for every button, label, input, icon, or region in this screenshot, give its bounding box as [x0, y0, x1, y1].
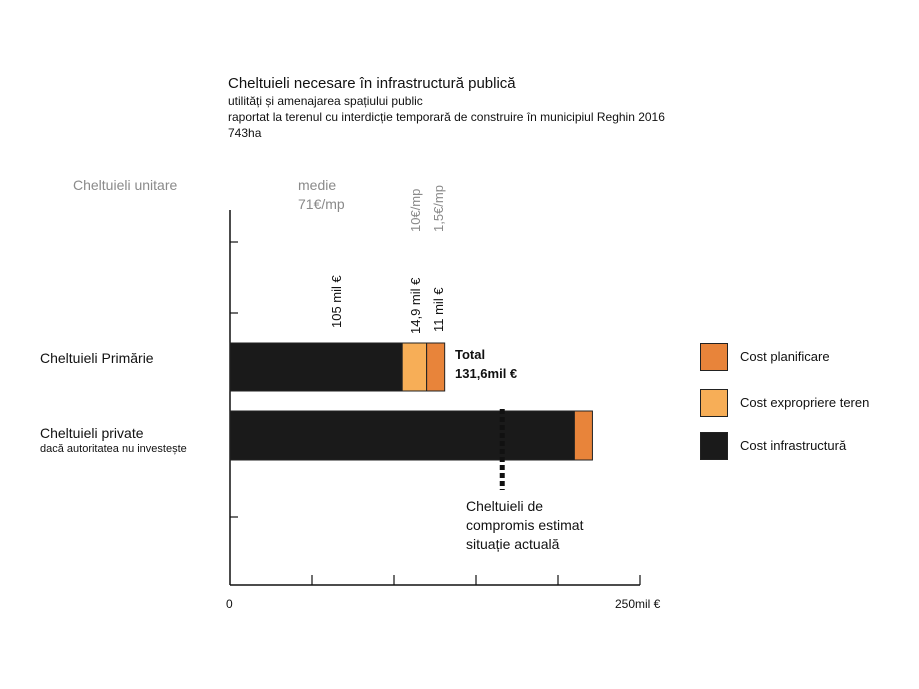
total-label-value: 131,6mil € [455, 366, 518, 381]
unit-costs-header: Cheltuieli unitare [73, 177, 178, 193]
chart-title: Cheltuieli necesare în infrastructură pu… [228, 75, 516, 92]
bar-primarie-expropriere [401, 342, 428, 392]
legend-swatch-planificare [700, 343, 728, 371]
category-label-private: Cheltuieli private [40, 425, 144, 441]
legend-swatch-expropriere [700, 389, 728, 417]
category-label-primarie: Cheltuieli Primărie [40, 350, 154, 366]
bar-primarie-infrastructura [229, 342, 403, 392]
legend-label-infrastructura: Cost infrastructură [740, 438, 847, 453]
annotation-line-3: situație actuală [466, 536, 560, 552]
total-label-heading: Total [455, 347, 486, 362]
subtitle-line-2: raportat la terenul cu interdicție tempo… [228, 110, 665, 124]
annotation-line-1: Cheltuieli de [466, 498, 544, 514]
unit-cost-medie: medie 71€/mp [298, 176, 345, 214]
legend-swatch-infrastructura [700, 432, 728, 460]
x-axis-min-label: 0 [226, 597, 233, 611]
unit-cost-medie-value: 71€/mp [298, 196, 345, 212]
subtitle-line-1: utilități și amenajarea spațiului public [228, 94, 423, 108]
annotation-compromis: Cheltuieli de compromis estimat situație… [466, 497, 583, 554]
total-label: Total 131,6mil € [455, 345, 517, 383]
legend-label-expropriere: Cost expropriere teren [740, 395, 870, 410]
legend-label-planificare: Cost planificare [740, 349, 830, 364]
annotation-line-2: compromis estimat [466, 517, 584, 533]
bar-private-infrastructura [229, 410, 575, 461]
subtitle-line-3: 743ha [228, 126, 262, 140]
unit-cost-medie-label: medie [298, 177, 337, 193]
category-sublabel-private: dacă autoritatea nu investește [40, 443, 187, 455]
bar-primarie-planificare [426, 342, 446, 392]
x-axis-max-label: 250mil € [615, 597, 661, 611]
bar-private-planificare [573, 410, 593, 461]
